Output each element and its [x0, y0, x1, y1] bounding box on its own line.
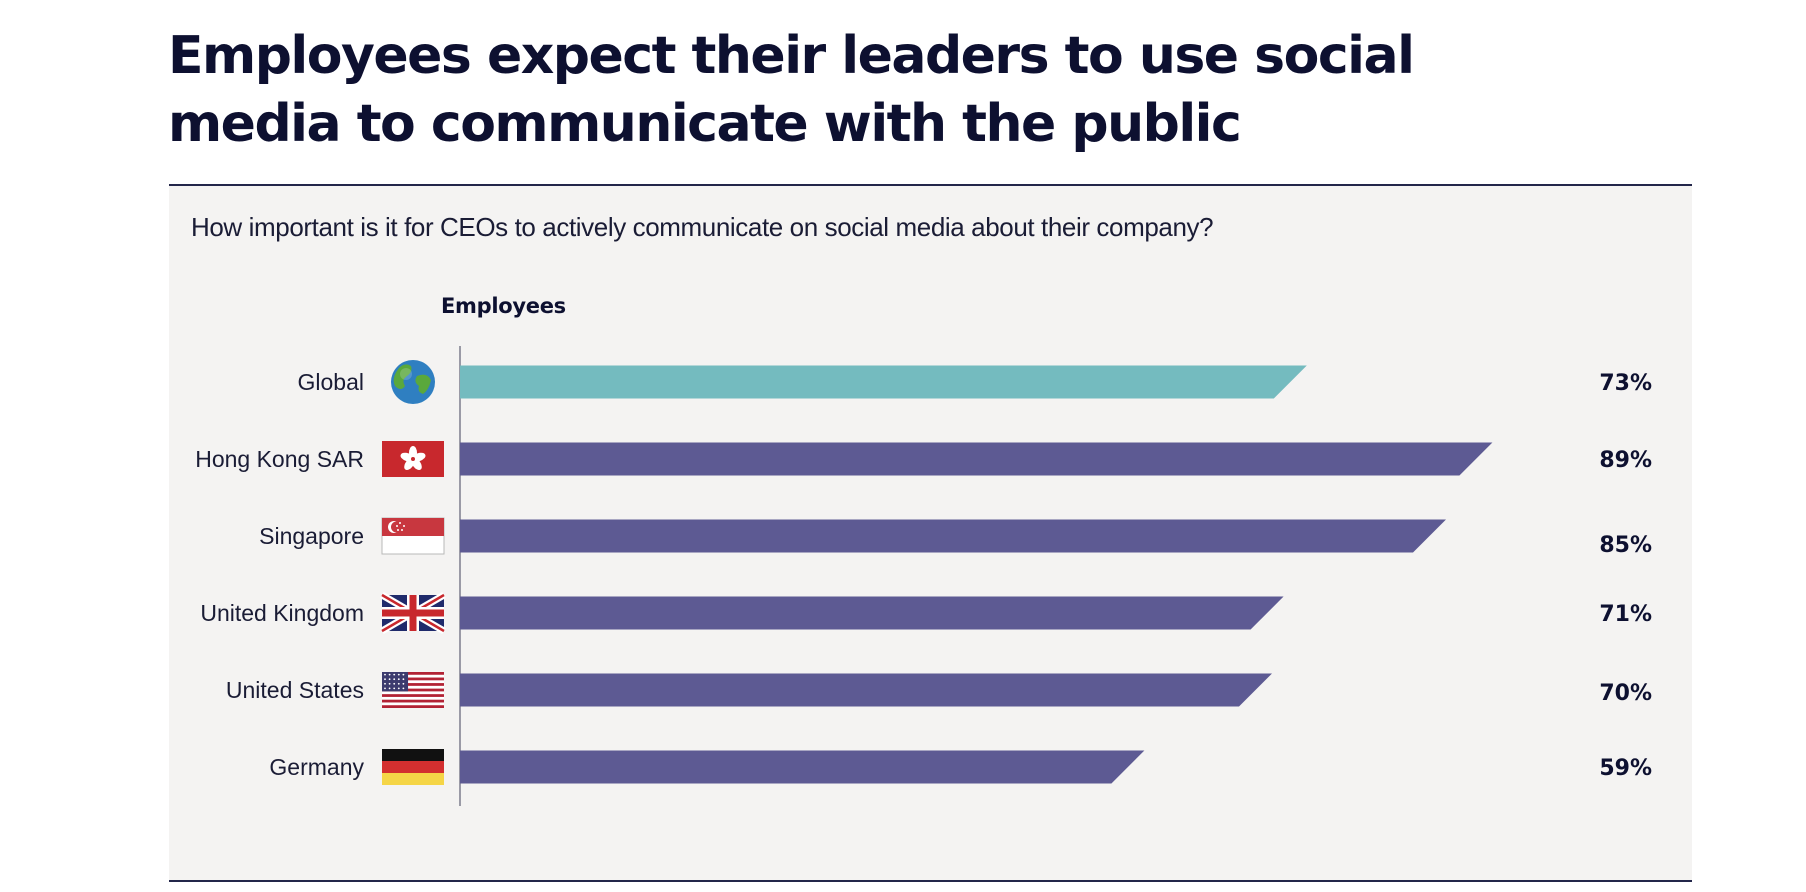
- bar-united-kingdom: [460, 596, 1284, 630]
- us-flag-icon: [382, 672, 444, 708]
- globe-icon: [391, 360, 435, 404]
- category-label-united-kingdom: United Kingdom: [200, 600, 364, 626]
- bar-germany: [460, 750, 1145, 784]
- series-label: Employees: [441, 294, 566, 318]
- hong-kong-flag-icon: [382, 441, 444, 477]
- bar-united-states: [460, 673, 1272, 707]
- category-label-global: Global: [298, 369, 364, 395]
- category-label-hong-kong-sar: Hong Kong SAR: [195, 446, 364, 472]
- value-label-hong-kong-sar: 89%: [1599, 448, 1652, 473]
- bar-singapore: [460, 519, 1446, 553]
- category-label-germany: Germany: [269, 754, 364, 780]
- chart-question: How important is it for CEOs to actively…: [191, 212, 1214, 242]
- germany-flag-icon: [382, 749, 444, 785]
- value-label-germany: 59%: [1599, 756, 1652, 781]
- value-label-global: 73%: [1599, 371, 1652, 396]
- value-label-singapore: 85%: [1599, 533, 1652, 558]
- bar-global: [460, 365, 1307, 399]
- value-label-united-kingdom: 71%: [1599, 602, 1652, 627]
- category-label-singapore: Singapore: [259, 523, 364, 549]
- page-title: Employees expect their leaders to use so…: [168, 26, 1415, 154]
- uk-flag-icon: [380, 591, 446, 635]
- singapore-flag-icon: [381, 517, 445, 555]
- category-label-united-states: United States: [226, 677, 364, 703]
- value-label-united-states: 70%: [1599, 681, 1652, 706]
- bar-hong-kong-sar: [460, 442, 1493, 476]
